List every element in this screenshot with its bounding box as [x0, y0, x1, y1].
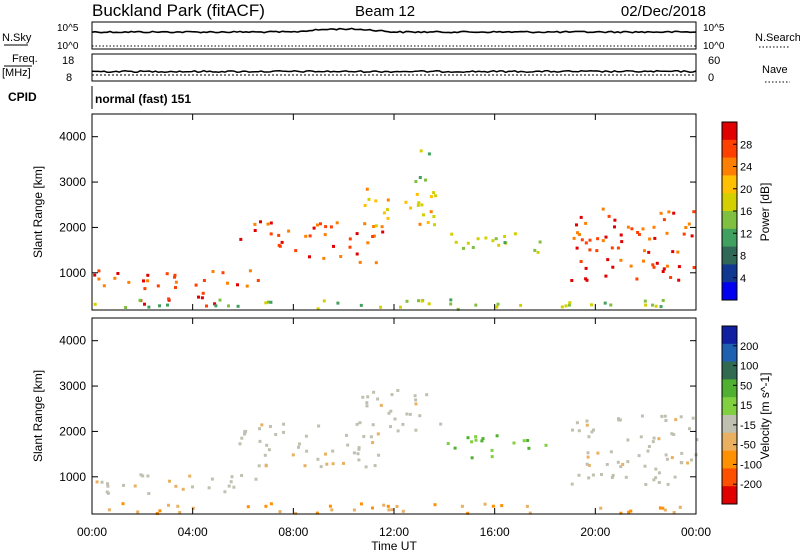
- echo-region: [239, 220, 291, 248]
- colorbar-tick-label: -200: [740, 479, 762, 491]
- colorbar-swatch: [722, 432, 737, 452]
- noise-panel: N.Sky N.Search 10^5 10^0 10^5 10^0: [2, 21, 800, 52]
- noise-right-tick-bottom: 10^0: [703, 41, 725, 52]
- freq-left-tick-top: 18: [62, 55, 74, 67]
- colorbar-tick-label: 50: [740, 380, 752, 392]
- y-tick-label: 4000: [59, 130, 86, 144]
- echo-region: [361, 389, 443, 433]
- freq-right-tick-top: 60: [708, 55, 720, 67]
- echo-region: [139, 291, 217, 308]
- colorbar-swatch: [722, 361, 737, 380]
- noise-right-label: N.Search: [755, 32, 800, 44]
- colorbar-swatch: [722, 122, 737, 141]
- time-tick-label: 00:00: [681, 525, 711, 539]
- echo-region: [93, 269, 260, 291]
- colorbar-tick-label: 16: [740, 206, 752, 218]
- cpid-mode: normal (fast) 151: [95, 92, 191, 106]
- date-title: 02/Dec/2018: [621, 3, 706, 20]
- colorbar-tick-label: 100: [740, 361, 758, 373]
- echo-region: [93, 298, 665, 311]
- colorbar-swatch: [722, 343, 737, 363]
- velocity-panel: 1000 2000 3000 4000 Slant Range [km] 200 100…: [31, 317, 772, 515]
- colorbar-swatch: [722, 211, 737, 230]
- colorbar-swatch: [722, 175, 737, 194]
- time-tick-label: 16:00: [480, 525, 510, 539]
- freq-left-tick-bottom: 8: [66, 72, 72, 84]
- colorbar-swatch: [722, 228, 737, 248]
- colorbar-tick-label: 12: [740, 228, 752, 240]
- colorbar-swatch: [722, 264, 737, 283]
- noise-right-tick-top: 10^5: [703, 23, 725, 34]
- y-tick-label: 3000: [59, 175, 86, 189]
- freq-panel: Freq. [MHz] 18 8 60 0 Nave: [2, 53, 790, 84]
- echo-region: [294, 221, 385, 265]
- velocity-ylabel: Slant Range [km]: [31, 370, 45, 462]
- echo-region: [363, 187, 438, 228]
- colorbar-tick-label: 8: [740, 251, 746, 263]
- echo-region: [238, 421, 381, 469]
- noise-left-tick-top: 10^5: [57, 23, 79, 34]
- nave-label: Nave: [762, 64, 788, 76]
- colorbar-tick-label: 200: [740, 341, 758, 353]
- power-panel: 1000 2000 3000 4000 Slant Range [km] 28 24 20…: [31, 113, 772, 311]
- colorbar-tick-label: 15: [740, 400, 752, 412]
- time-axis: 00:00 04:00 08:00 12:00 16:00 20:00 00:00: [77, 525, 711, 539]
- freq-label-line2: [MHz]: [2, 67, 31, 79]
- freq-label-line1: Freq.: [12, 53, 38, 65]
- y-tick-label: 2000: [59, 220, 86, 234]
- colorbar-tick-label: -15: [740, 420, 756, 432]
- noise-sky-trace: [91, 27, 697, 34]
- noise-left-label: N.Sky: [2, 32, 32, 44]
- colorbar-swatch: [722, 415, 737, 434]
- y-tick-label: 1000: [59, 266, 86, 280]
- colorbar-swatch: [722, 193, 737, 212]
- power-colorbar: 28 24 20 16 12 8 4: [721, 121, 752, 301]
- y-tick-label: 3000: [59, 379, 86, 393]
- time-axis-label: Time UT: [371, 539, 417, 553]
- y-tick-label: 2000: [59, 424, 86, 438]
- colorbar-swatch: [722, 282, 737, 301]
- y-tick-label: 4000: [59, 334, 86, 348]
- colorbar-tick-label: 24: [740, 162, 752, 174]
- time-tick-label: 20:00: [580, 525, 610, 539]
- velocity-colorbar: 200 100 50 15 -15 -50 -100 -200: [721, 325, 762, 505]
- time-tick-label: 12:00: [379, 525, 409, 539]
- colorbar-swatch: [722, 157, 737, 176]
- site-title: Buckland Park (fitACF): [92, 1, 265, 20]
- echo-region: [414, 149, 431, 183]
- colorbar-tick-label: 28: [740, 139, 752, 151]
- power-ylabel: Slant Range [km]: [31, 166, 45, 258]
- echo-region: [95, 473, 258, 495]
- power-colorbar-label: Power [dB]: [758, 183, 772, 242]
- colorbar-swatch: [722, 326, 737, 345]
- echo-region: [450, 232, 542, 254]
- cpid-label: CPID: [8, 90, 37, 104]
- colorbar-swatch: [722, 450, 737, 469]
- colorbar-tick-label: 4: [740, 273, 746, 285]
- colorbar-tick-label: -100: [740, 459, 762, 471]
- velocity-colorbar-label: Velocity [m s^-1]: [758, 373, 772, 460]
- echo-region: [570, 414, 699, 486]
- time-tick-label: 08:00: [278, 525, 308, 539]
- colorbar-swatch: [722, 486, 737, 505]
- echo-region: [570, 207, 696, 282]
- colorbar-swatch: [722, 468, 737, 487]
- colorbar-swatch: [722, 397, 737, 416]
- time-tick-label: 04:00: [178, 525, 208, 539]
- colorbar-swatch: [722, 139, 737, 159]
- noise-left-tick-bottom: 10^0: [57, 41, 79, 52]
- y-tick-label: 1000: [59, 470, 86, 484]
- cpid-panel: CPID normal (fast) 151: [8, 86, 191, 109]
- time-tick-label: 00:00: [77, 525, 107, 539]
- colorbar-tick-label: 20: [740, 184, 752, 196]
- echo-region: [107, 502, 682, 515]
- beam-title: Beam 12: [355, 3, 415, 20]
- freq-right-tick-bottom: 0: [708, 72, 714, 84]
- echo-region: [446, 434, 548, 460]
- freq-trace: [91, 69, 697, 74]
- colorbar-swatch: [722, 379, 737, 398]
- colorbar-swatch: [722, 246, 737, 265]
- colorbar-tick-label: -50: [740, 440, 756, 452]
